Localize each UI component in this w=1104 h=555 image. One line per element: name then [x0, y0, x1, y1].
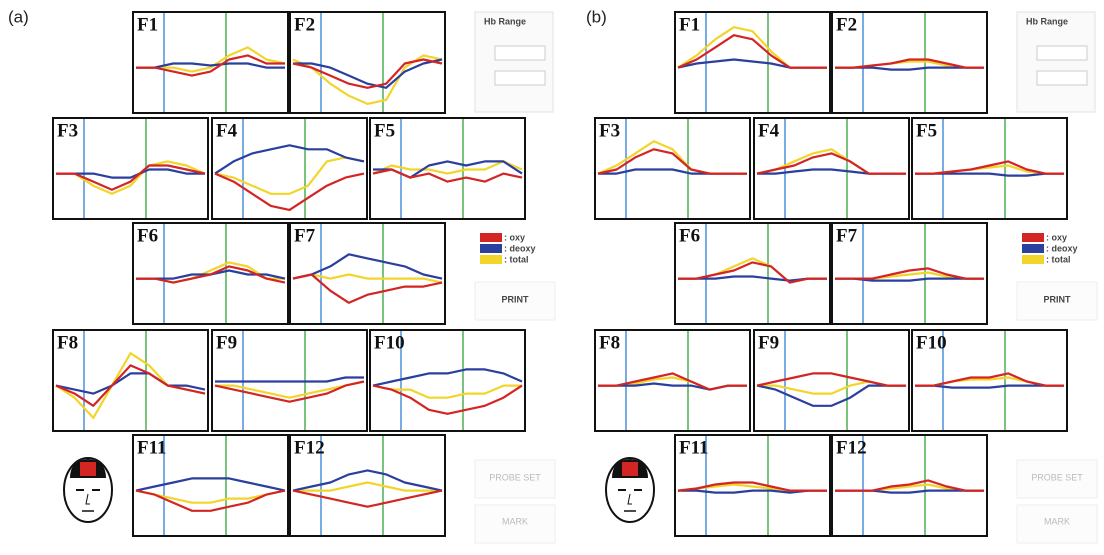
- probe-highlight: [622, 462, 638, 476]
- legend-label: : deoxy: [1046, 243, 1078, 253]
- channel-name: F10: [374, 332, 405, 353]
- hb-range-title: Hb Range: [1026, 16, 1068, 26]
- channel-name: F2: [294, 14, 315, 35]
- channel-name: F9: [216, 332, 237, 353]
- channel: F4: [212, 118, 367, 219]
- channel: F2: [290, 12, 445, 113]
- channel-name: F1: [679, 14, 700, 35]
- legend-swatch: [480, 255, 502, 264]
- mark-label[interactable]: MARK: [502, 516, 528, 526]
- channel: F7: [290, 223, 445, 324]
- legend-swatch: [480, 233, 502, 242]
- channel-name: F5: [916, 120, 937, 141]
- channel-name: F8: [57, 332, 78, 353]
- channel: F6: [675, 223, 830, 324]
- probe-highlight: [80, 462, 96, 476]
- legend-label: : deoxy: [504, 243, 536, 253]
- channel: F5: [912, 118, 1067, 219]
- channel-name: F8: [599, 332, 620, 353]
- range-input: [1037, 46, 1087, 60]
- legend-swatch: [1022, 233, 1044, 242]
- channel: F5: [370, 118, 525, 219]
- channel: F6: [133, 223, 288, 324]
- legend-label: : total: [504, 254, 529, 264]
- channel: F10: [912, 330, 1067, 431]
- channel: F1: [675, 12, 830, 113]
- channel-name: F1: [137, 14, 158, 35]
- hb-range-box: [1017, 12, 1095, 112]
- range-input: [495, 71, 545, 85]
- channel-name: F6: [679, 225, 700, 246]
- channel: F12: [832, 435, 987, 536]
- channel: F3: [53, 118, 208, 219]
- channel-name: F3: [599, 120, 620, 141]
- legend-swatch: [1022, 255, 1044, 264]
- channel-name: F7: [294, 225, 316, 246]
- channel-name: F9: [758, 332, 779, 353]
- channel: F11: [675, 435, 830, 536]
- probe-set-label[interactable]: PROBE SET: [489, 472, 541, 482]
- channel: F8: [53, 330, 208, 431]
- print-label[interactable]: PRINT: [502, 294, 530, 304]
- range-input: [1037, 71, 1087, 85]
- channel-name: F7: [836, 225, 858, 246]
- legend-swatch: [1022, 244, 1044, 253]
- channel-name: F11: [137, 437, 167, 458]
- legend-label: : oxy: [504, 232, 525, 242]
- channel-name: F3: [57, 120, 78, 141]
- channel-name: F12: [294, 437, 325, 458]
- channel: F4: [754, 118, 909, 219]
- range-input: [495, 46, 545, 60]
- channel: F3: [595, 118, 750, 219]
- channel: F2: [832, 12, 987, 113]
- figure: (a) F1 F2 F3 F4 F5 F6 F7 F8 F9 F10 F11 F12 Hb Range : …: [0, 0, 1104, 555]
- head-icon: [64, 458, 112, 522]
- channel: F9: [754, 330, 909, 431]
- channel-name: F5: [374, 120, 395, 141]
- channel-name: F6: [137, 225, 158, 246]
- hb-range-title: Hb Range: [484, 16, 526, 26]
- legend-label: : total: [1046, 254, 1071, 264]
- channel-name: F2: [836, 14, 857, 35]
- channel: F7: [832, 223, 987, 324]
- channel-name: F4: [758, 120, 780, 141]
- panel: F1 F2 F3 F4 F5 F6 F7 F8 F9 F10 F11 F12 Hb Range : oxy…: [595, 12, 1097, 543]
- channel-name: F11: [679, 437, 709, 458]
- mark-label[interactable]: MARK: [1044, 516, 1070, 526]
- channel-name: F12: [836, 437, 867, 458]
- channel-name: F10: [916, 332, 947, 353]
- channel: F12: [290, 435, 445, 536]
- panel: F1 F2 F3 F4 F5 F6 F7 F8 F9 F10 F11 F12 Hb Range : oxy…: [53, 12, 555, 543]
- head-icon: [606, 458, 654, 522]
- legend-swatch: [480, 244, 502, 253]
- print-label[interactable]: PRINT: [1044, 294, 1072, 304]
- channel-name: F4: [216, 120, 238, 141]
- panel-label: (b): [586, 7, 607, 26]
- channel: F8: [595, 330, 750, 431]
- channel: F9: [212, 330, 367, 431]
- probe-set-label[interactable]: PROBE SET: [1031, 472, 1083, 482]
- hb-range-box: [475, 12, 553, 112]
- panel-label: (a): [8, 7, 29, 26]
- legend-label: : oxy: [1046, 232, 1067, 242]
- channel: F1: [133, 12, 288, 113]
- channel: F10: [370, 330, 525, 431]
- channel: F11: [133, 435, 288, 536]
